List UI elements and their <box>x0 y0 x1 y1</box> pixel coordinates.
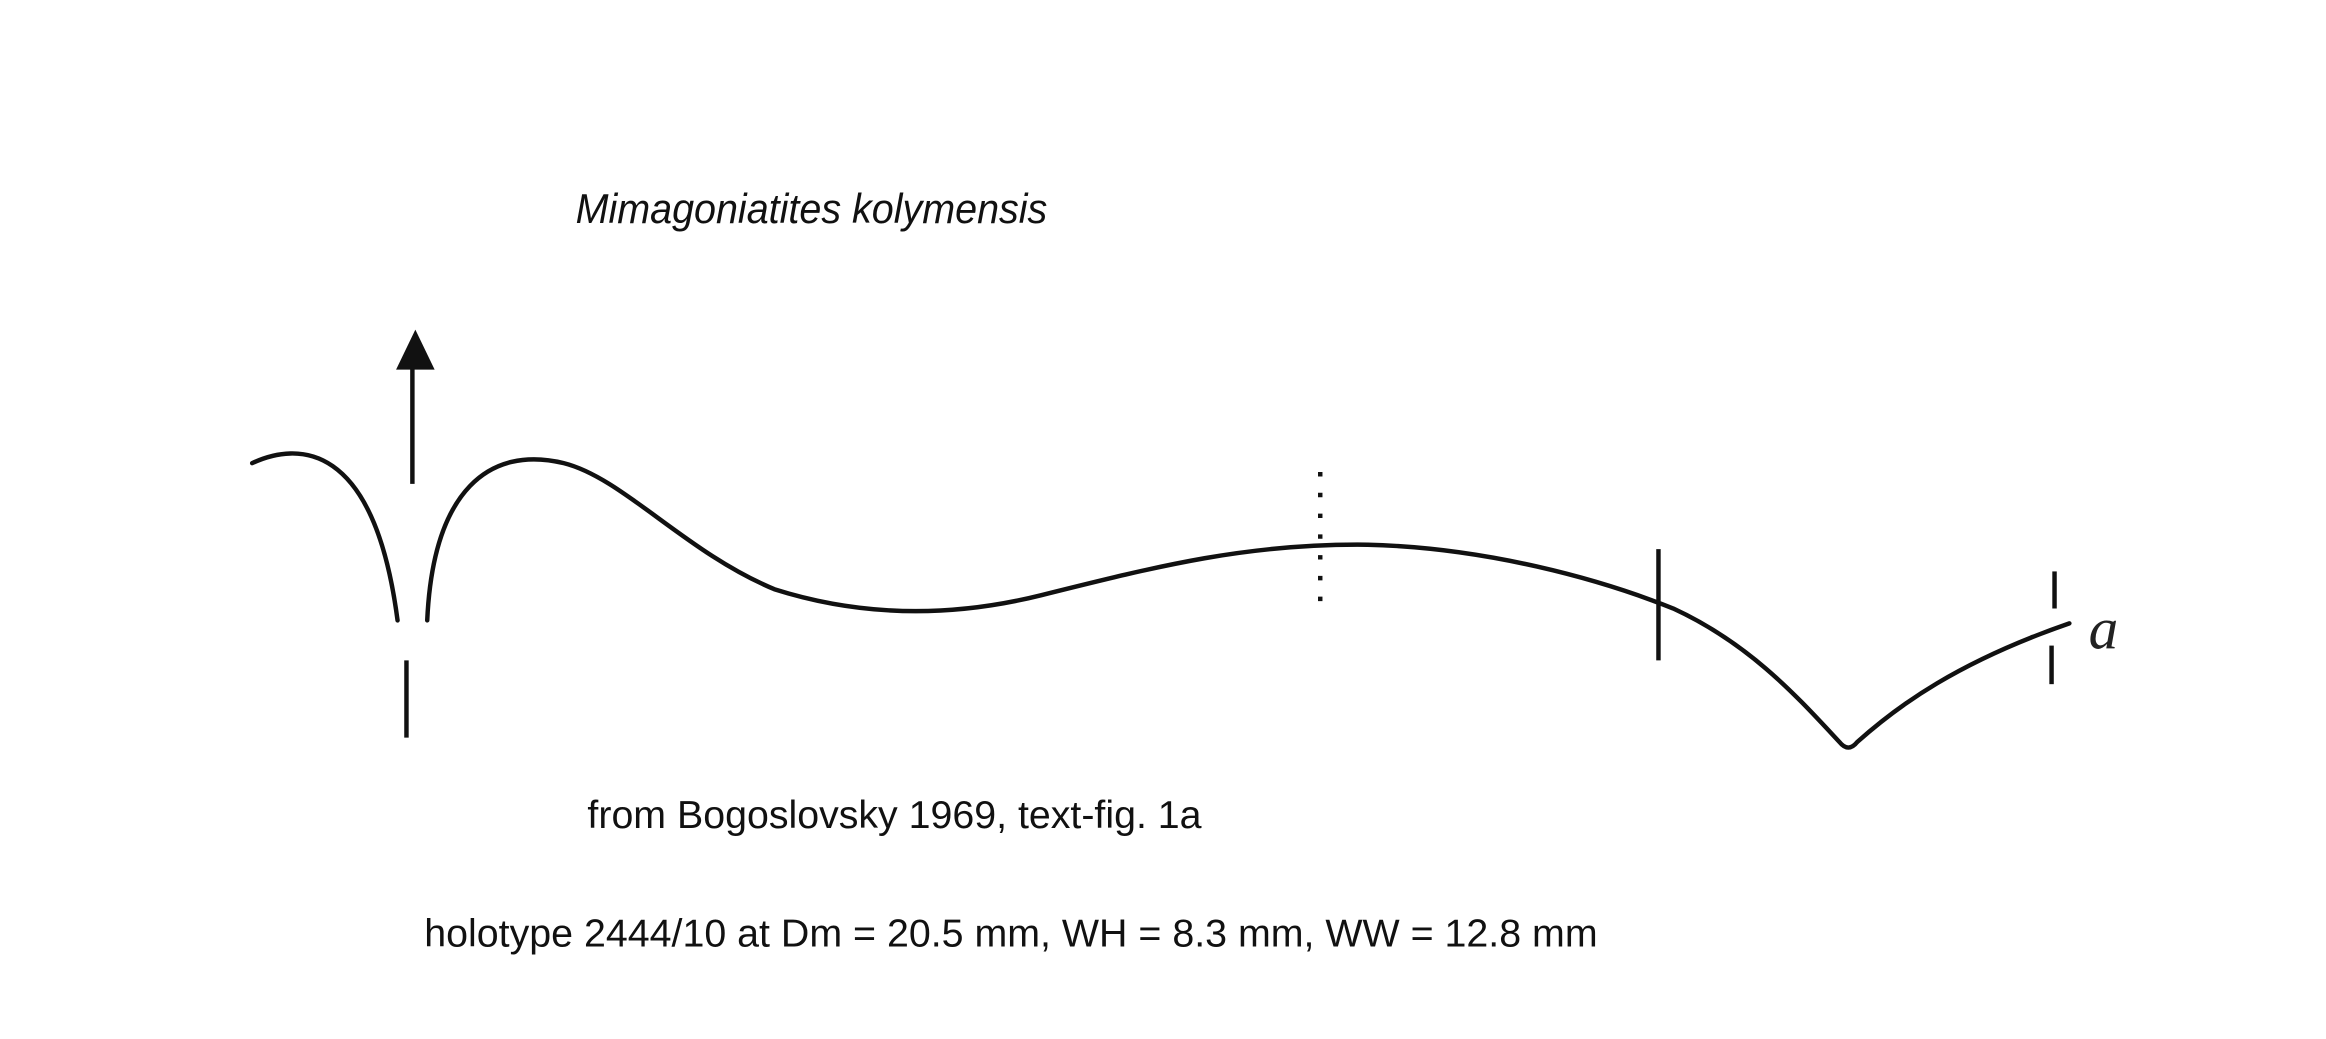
arrow-head <box>396 329 435 370</box>
arrow <box>396 329 435 484</box>
title: Mimagoniatites kolymensis <box>576 185 1048 232</box>
source-caption: from Bogoslovsky 1969, text-fig. 1a <box>587 794 1202 837</box>
suture-label: a <box>2089 596 2119 662</box>
suture-line <box>249 451 2072 750</box>
suture-main <box>424 457 2072 750</box>
suture-left <box>249 451 400 623</box>
specimen-caption: holotype 2444/10 at Dm = 20.5 mm, WH = 8… <box>424 913 1597 956</box>
